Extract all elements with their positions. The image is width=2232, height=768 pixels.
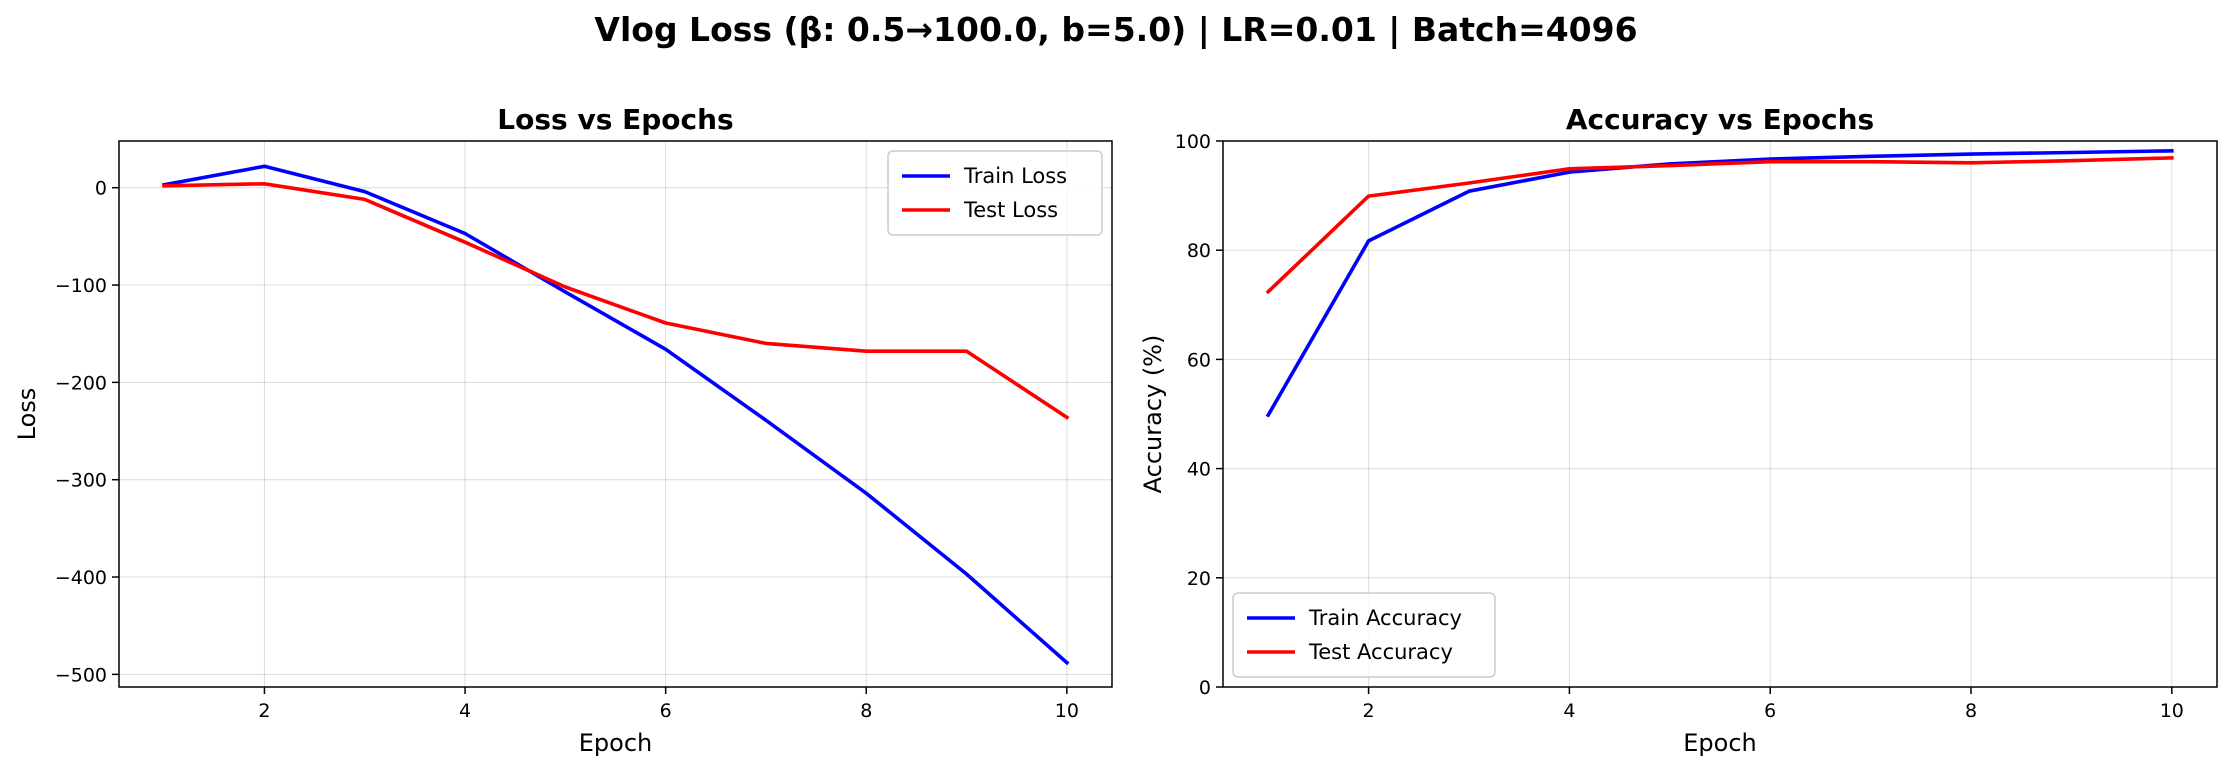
x-tick-label: 8 — [860, 700, 872, 722]
y-axis-label: Accuracy (%) — [1139, 335, 1167, 494]
chart-title: Accuracy vs Epochs — [1566, 103, 1874, 136]
y-tick-label: 0 — [1199, 677, 1211, 699]
x-tick-label: 4 — [1563, 700, 1575, 722]
loss-chart: 2 4 6 8 10 0 −100 −200 −300 −400 −500 Loss vs Epoch… — [13, 103, 1113, 757]
figure-suptitle: Vlog Loss (β: 0.5→100.0, b=5.0) | LR=0.0… — [594, 10, 1637, 49]
x-tick-label: 6 — [1764, 700, 1776, 722]
y-tick-label: 100 — [1175, 131, 1211, 153]
test-loss-line — [162, 182, 1070, 420]
x-tick-label: 2 — [1363, 700, 1375, 722]
legend-frame — [1232, 592, 1496, 678]
x-tick-label: 10 — [2160, 700, 2184, 722]
axes-frame — [1222, 140, 2218, 688]
chart-title: Loss vs Epochs — [497, 103, 733, 136]
y-tick-label: 20 — [1187, 568, 1211, 590]
axes-frame — [118, 140, 1113, 688]
y-tick-label: −500 — [55, 664, 107, 686]
y-tick-label: 60 — [1187, 349, 1211, 371]
test-accuracy-line — [1265, 156, 2174, 295]
legend-label: Train Accuracy — [1308, 606, 1462, 630]
x-tick-label: 6 — [660, 700, 672, 722]
y-tick-label: −400 — [55, 567, 107, 589]
legend-label: Test Loss — [963, 198, 1058, 222]
legend-frame — [887, 150, 1103, 236]
train-accuracy-line — [1265, 148, 2174, 418]
y-tick-label: 40 — [1187, 459, 1211, 481]
x-tick-label: 2 — [258, 700, 270, 722]
y-tick-label: −100 — [55, 275, 107, 297]
y-axis-label: Loss — [13, 388, 41, 441]
legend: Train Loss Test Loss — [887, 150, 1103, 236]
x-axis-label: Epoch — [1683, 729, 1757, 757]
y-tick-label: −200 — [55, 372, 107, 394]
x-axis-label: Epoch — [579, 729, 653, 757]
legend: Train Accuracy Test Accuracy — [1232, 592, 1496, 678]
y-tick-label: −300 — [55, 470, 107, 492]
train-loss-line — [162, 164, 1070, 666]
y-tick-label: 80 — [1187, 240, 1211, 262]
legend-label: Test Accuracy — [1308, 640, 1453, 664]
y-tick-label: 0 — [95, 178, 107, 200]
x-tick-label: 10 — [1055, 700, 1079, 722]
legend-label: Train Loss — [963, 164, 1067, 188]
x-tick-label: 8 — [1965, 700, 1977, 722]
x-tick-label: 4 — [459, 700, 471, 722]
